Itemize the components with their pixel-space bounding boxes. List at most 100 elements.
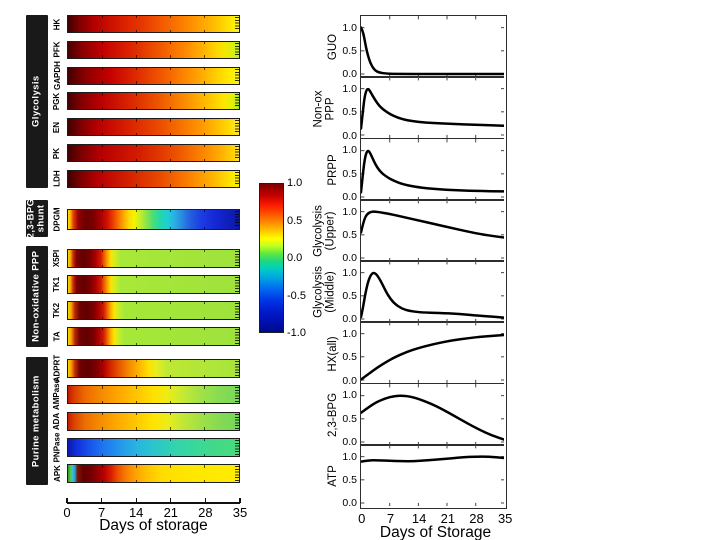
bar-tick xyxy=(101,386,103,389)
group-box-non-oxidative-ppp: Non-oxidative PPP xyxy=(26,246,48,347)
row-label-pfk: PFK xyxy=(49,41,65,59)
bar-right-ruler xyxy=(235,211,239,228)
bar-tick xyxy=(170,119,172,122)
heatmap-bar-ampase xyxy=(67,385,240,405)
bar-tick xyxy=(170,453,172,456)
heatmap-x-tick xyxy=(239,498,241,503)
bar-tick xyxy=(101,250,103,253)
colorbar-tick-label: 0.0 xyxy=(287,252,303,264)
bar-tick xyxy=(101,360,103,363)
bar-right-ruler xyxy=(235,171,239,186)
row-label-text: EN xyxy=(52,121,62,133)
row-label-text: LDH xyxy=(52,170,62,188)
group-label-non-oxidative-ppp: Non-oxidative PPP xyxy=(31,251,42,342)
bar-tick xyxy=(170,302,172,305)
heatmap-x-tick xyxy=(66,498,68,503)
group-box-glycolysis: Glycolysis xyxy=(26,15,48,188)
panel-label-hx-all-: HX(all) xyxy=(326,336,338,371)
line-y-tick-label: 0.5 xyxy=(342,412,357,425)
bar-tick xyxy=(170,145,172,148)
bar-tick xyxy=(101,119,103,122)
bar-tick xyxy=(170,465,172,468)
bar-right-ruler xyxy=(235,303,239,318)
row-label-dpgm: DPGM xyxy=(49,207,65,232)
heatmap-x-axis-line xyxy=(67,502,240,504)
line-x-tick-label: 0 xyxy=(358,511,366,526)
bar-tick xyxy=(170,210,172,213)
bar-tick xyxy=(135,412,137,415)
row-label-hk: HK xyxy=(49,15,65,33)
bar-tick xyxy=(170,427,172,430)
row-label-ldh: LDH xyxy=(49,170,65,188)
bar-tick xyxy=(204,41,206,45)
bar-tick xyxy=(204,400,206,404)
panel-label-guo: GUO xyxy=(326,34,338,60)
line-chart-hx-all- xyxy=(361,322,505,384)
line-chart-glycolysis-upper- xyxy=(361,199,505,261)
bar-tick xyxy=(101,342,103,345)
bar-tick xyxy=(170,132,172,136)
row-label-text: TA xyxy=(52,331,62,342)
line-y-tick-label: 0.0 xyxy=(342,497,357,510)
row-label-pgk: PGK xyxy=(49,92,65,110)
curve-2-3-bpg xyxy=(361,394,505,441)
bar-right-ruler xyxy=(235,277,239,292)
bar-tick xyxy=(135,170,137,174)
panel-divider xyxy=(361,443,505,446)
bar-tick xyxy=(170,400,172,404)
row-label-text: PNPase xyxy=(52,432,62,463)
bar-tick xyxy=(204,479,206,483)
row-label-text: GAPDH xyxy=(52,61,62,91)
row-label-en: EN xyxy=(49,118,65,136)
line-y-tick-label: 0.0 xyxy=(342,374,357,387)
heatmap-bar-ta xyxy=(67,327,240,346)
bar-tick xyxy=(204,16,206,19)
line-y-tick-label: 0.5 xyxy=(342,45,357,58)
bar-tick xyxy=(204,316,206,319)
panel-label-non-ox-ppp: Non-ox PPP xyxy=(313,90,338,127)
bar-right-ruler xyxy=(235,413,239,429)
bar-tick xyxy=(101,107,103,110)
panel-label-line: ATP xyxy=(326,465,339,487)
line-y-tick-label: 0.5 xyxy=(342,167,357,180)
group-label-purine-metabolism: Purine metabolism xyxy=(31,375,42,467)
line-y-tick-label: 0.0 xyxy=(342,313,357,326)
row-label-ampase: AMPase xyxy=(49,379,65,410)
heatmap-x-tick xyxy=(204,498,207,503)
bar-tick xyxy=(135,55,137,58)
bar-right-ruler xyxy=(235,42,239,57)
panel-divider xyxy=(361,76,505,79)
row-label-text: ADA xyxy=(52,412,62,430)
bar-tick xyxy=(135,386,137,389)
bar-tick xyxy=(135,67,137,70)
bar-tick xyxy=(101,302,103,305)
bar-tick xyxy=(170,41,172,45)
bar-right-ruler xyxy=(235,94,239,109)
bar-tick xyxy=(204,184,206,187)
heatmap-bar-hk xyxy=(67,15,240,33)
panel-label-line: PPP xyxy=(325,97,337,121)
line-panel-glycolysis-upper- xyxy=(361,199,505,261)
curve-hx-all- xyxy=(361,333,505,382)
bar-tick xyxy=(135,479,137,483)
group-label-glycolysis: Glycolysis xyxy=(31,76,42,128)
heatmap-x-tick-label: 35 xyxy=(232,505,248,520)
bar-tick xyxy=(101,400,103,404)
line-panel-hx-all- xyxy=(361,322,505,384)
heatmap-bar-pnpase xyxy=(67,437,240,457)
bar-tick xyxy=(101,328,103,331)
line-chart-atp xyxy=(361,444,505,506)
row-label-text: DPGM xyxy=(52,207,62,232)
heatmap-x-tick-label: 7 xyxy=(97,505,106,520)
bar-tick xyxy=(204,226,206,229)
bar-tick xyxy=(101,16,103,19)
bar-tick xyxy=(135,81,137,84)
line-y-tick-label: 0.5 xyxy=(342,351,357,364)
line-chart-glycolysis-middle- xyxy=(361,261,505,323)
group-label-line: shunt xyxy=(36,204,48,233)
panel-label-line: (Upper) xyxy=(325,211,337,251)
bar-tick xyxy=(204,210,206,213)
line-panel-atp xyxy=(361,444,505,506)
heatmap-x-tick-label: 14 xyxy=(128,505,144,520)
bar-tick xyxy=(135,107,137,110)
